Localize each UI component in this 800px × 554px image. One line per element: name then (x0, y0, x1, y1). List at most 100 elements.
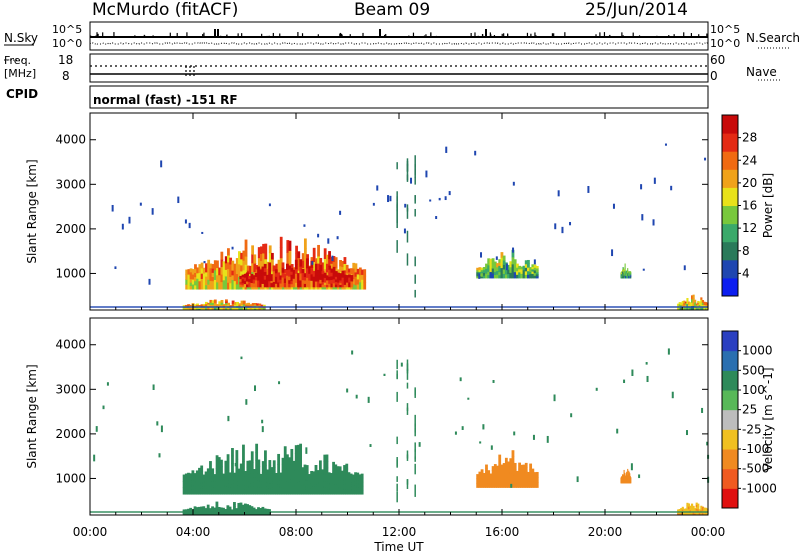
power-echo-cell (518, 268, 521, 273)
power-echo-cell (297, 279, 300, 283)
power-echo-cell (189, 268, 193, 273)
velocity-echo-cell (487, 474, 491, 480)
velocity-echo-cell (233, 486, 237, 491)
velocity-echo-cell (691, 506, 694, 510)
velocity-echo-cell (226, 505, 230, 508)
power-echo-cell (303, 258, 307, 270)
velocity-echo-cell (290, 479, 294, 495)
power-echo-cell (701, 304, 704, 308)
power-echo-cell (480, 274, 484, 277)
velocity-echo-cell (204, 480, 208, 486)
velocity-echo-cell (314, 464, 318, 476)
velocity-echo-cell (266, 469, 270, 475)
velocity-echo-cell (698, 509, 701, 512)
power-echo-cell (209, 299, 213, 303)
power-echo-cell (284, 285, 287, 290)
power-echo-cell (260, 260, 263, 269)
velocity-echo-cell (208, 508, 212, 511)
power-echo-cell (348, 279, 352, 283)
velocity-echo-cell (628, 472, 630, 475)
power-echo-cell (248, 281, 252, 285)
power-echo-cell (694, 306, 697, 310)
velocity-echo-cell (213, 474, 217, 482)
velocity-echo-cell (480, 475, 484, 479)
velocity-echo-cell (198, 480, 201, 486)
power-echo-cell (229, 276, 233, 284)
velocity-echo-cell (195, 476, 199, 483)
power-echo-cell (332, 261, 336, 268)
freq-panel-frame (89, 53, 709, 83)
velocity-echo-cell (235, 467, 239, 477)
velocity-echo-cell (358, 477, 362, 482)
power-echo-cell (529, 267, 533, 270)
power-scatter-point (429, 199, 432, 202)
velocity-echo-cell (211, 468, 215, 474)
power-echo-cell (244, 256, 248, 265)
velocity-echo-cell (531, 471, 535, 476)
power-echo-cell (520, 275, 524, 279)
power-echo-cell (286, 269, 289, 276)
velocity-echo-cell (275, 489, 278, 495)
power-echo-cell (343, 279, 347, 283)
power-echo-cell (303, 280, 307, 284)
power-echo-cell (227, 248, 230, 256)
velocity-echo-cell (191, 484, 195, 490)
power-echo-cell (189, 304, 193, 307)
velocity-echo-cell (202, 478, 206, 483)
velocity-echo-cell (281, 469, 285, 477)
velocity-echo-cell (228, 476, 232, 481)
velocity-echo-cell (259, 487, 263, 492)
velocity-echo-cell (250, 483, 254, 495)
power-echo-cell (209, 267, 213, 273)
velocity-echo-cell (680, 510, 683, 512)
velocity-echo-cell (513, 469, 517, 476)
velocity-echo-cell (507, 466, 510, 473)
power-echo-cell (694, 302, 697, 305)
velocity-echo-cell (316, 470, 320, 475)
power-echo-cell (348, 281, 352, 285)
power-echo-cell (480, 267, 484, 270)
power-echo-cell (233, 280, 237, 290)
power-scatter-point (389, 195, 392, 202)
power-echo-cell (189, 271, 193, 276)
velocity-scatter-point (383, 373, 386, 377)
velocity-echo-cell (351, 486, 355, 491)
velocity-echo-cell (222, 507, 225, 511)
power-echo-cell (263, 279, 267, 284)
power-echo-cell (524, 263, 528, 268)
power-echo-cell (689, 306, 692, 310)
velocity-echo-cell (325, 467, 329, 475)
power-echo-cell (218, 267, 222, 276)
power-echo-cell (275, 263, 279, 273)
power-echo-cell (244, 239, 248, 249)
power-echo-cell (205, 280, 208, 286)
power-echo-cell (325, 277, 329, 281)
freq-unit-label: [MHz] (4, 67, 37, 80)
power-echo-cell (700, 301, 703, 304)
velocity-echo-cell (277, 463, 281, 475)
power-echo-cell (630, 274, 632, 277)
velocity-echo-cell (208, 512, 212, 515)
velocity-colorbar-tick-label: -25 (742, 422, 762, 436)
power-echo-cell (683, 302, 686, 306)
power-echo-cell (213, 269, 217, 280)
velocity-echo-cell (259, 490, 263, 495)
velocity-echo-cell (695, 512, 698, 515)
velocity-echo-cell (279, 486, 283, 495)
power-streak (414, 256, 416, 267)
velocity-echo-cell (224, 460, 228, 470)
power-echo-cell (535, 273, 539, 277)
velocity-echo-cell (182, 510, 186, 512)
velocity-y-tick-label: 1000 (55, 471, 86, 485)
power-echo-cell (286, 275, 289, 282)
power-echo-cell (251, 307, 255, 310)
velocity-echo-cell (217, 484, 221, 495)
velocity-echo-cell (307, 490, 311, 495)
power-echo-cell (211, 284, 215, 290)
velocity-echo-cell (193, 473, 197, 478)
velocity-echo-cell (191, 489, 195, 495)
velocity-echo-cell (237, 468, 241, 476)
power-scatter-point (704, 157, 707, 161)
power-echo-cell (354, 284, 358, 290)
power-echo-cell (213, 304, 217, 307)
